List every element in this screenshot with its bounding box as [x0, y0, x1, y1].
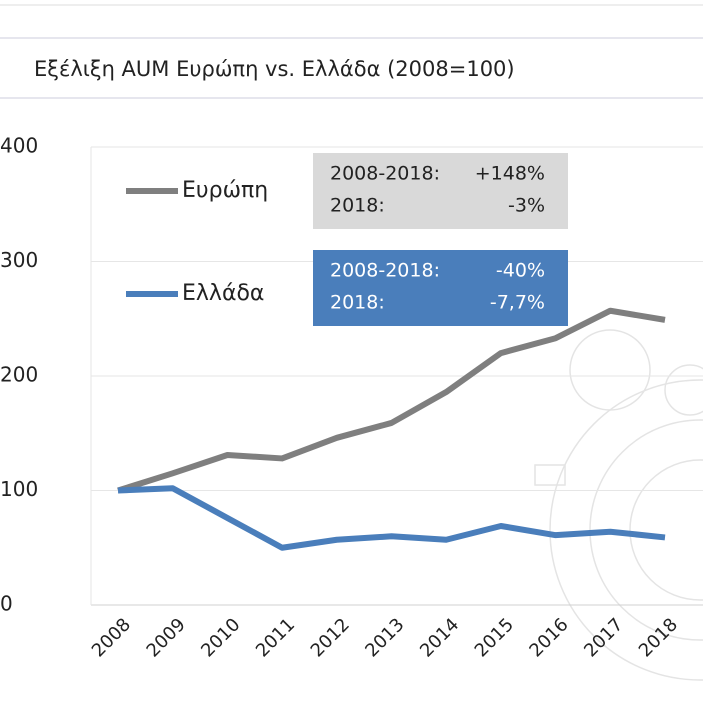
x-tick-label: 2008 — [88, 614, 135, 661]
x-tick-label: 2009 — [143, 614, 190, 661]
chart-title: Εξέλιξη AUM Ευρώπη vs. Ελλάδα (2008=100) — [34, 57, 515, 81]
x-tick-label: 2015 — [471, 614, 518, 661]
x-tick-label: 2013 — [361, 614, 408, 661]
annotation-value: -40% — [496, 260, 545, 282]
annotation-value: -3% — [508, 195, 545, 217]
annotation-label: 2008-2018: — [330, 260, 440, 282]
annotation-label: 2008-2018: — [330, 163, 440, 185]
x-tick-label: 2016 — [525, 614, 572, 661]
annotation-value: +148% — [475, 163, 545, 185]
annotation-label: 2018: — [330, 292, 385, 314]
series-line — [117, 485, 666, 551]
legend-label: Ευρώπη — [182, 178, 268, 203]
y-tick-label: 300 — [0, 248, 38, 272]
x-tick-label: 2014 — [416, 614, 463, 661]
y-tick-label: 0 — [0, 592, 13, 616]
annotation-value: -7,7% — [490, 292, 545, 314]
y-tick-label: 100 — [0, 477, 38, 501]
y-tick-label: 400 — [0, 134, 38, 158]
x-tick-label: 2012 — [307, 614, 354, 661]
x-tick-label: 2011 — [252, 614, 299, 661]
series-line — [117, 307, 666, 494]
annotation-box — [313, 250, 568, 326]
x-tick-label: 2010 — [197, 614, 244, 661]
annotation-label: 2018: — [330, 195, 385, 217]
legend-label: Ελλάδα — [182, 281, 264, 306]
y-tick-label: 200 — [0, 363, 38, 387]
x-tick-label: 2017 — [580, 614, 627, 661]
decoration — [534, 329, 703, 681]
annotation-box — [313, 153, 568, 229]
